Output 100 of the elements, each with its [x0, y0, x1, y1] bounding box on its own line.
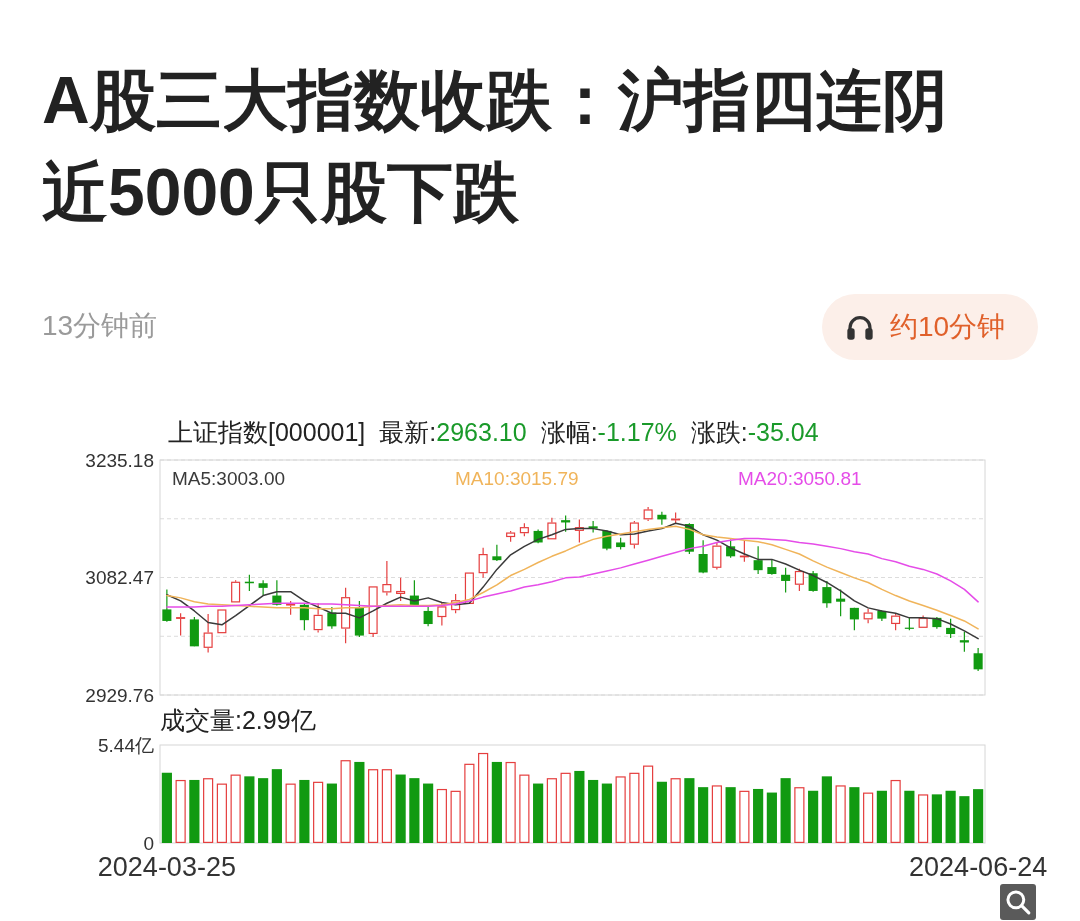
- bar: [945, 790, 956, 843]
- bar: [904, 790, 915, 843]
- candlestick: [478, 547, 488, 579]
- bar: [643, 765, 654, 843]
- bar: [519, 774, 530, 843]
- bar: [216, 783, 227, 843]
- bar: [931, 794, 942, 843]
- bar: [808, 790, 819, 843]
- bar: [450, 790, 461, 843]
- candlestick: [368, 586, 378, 638]
- candlestick: [973, 647, 983, 672]
- candlestick: [946, 618, 956, 639]
- candlestick: [698, 539, 708, 574]
- candlestick: [162, 588, 172, 623]
- text: 约10分钟: [890, 310, 1006, 344]
- candlestick: [258, 579, 268, 597]
- bar: [821, 776, 832, 843]
- text: MA5:3003.00: [172, 467, 286, 489]
- bar: [753, 788, 764, 843]
- bar: [436, 788, 447, 843]
- bar: [478, 752, 489, 843]
- bar: [505, 761, 516, 843]
- bar: [615, 776, 626, 843]
- x-tick-label: 2024-06-24: [909, 852, 1048, 882]
- candlestick: [423, 606, 433, 627]
- chart-title: A股三大指数收跌：沪指四连阴近5000只股下跌: [42, 62, 949, 231]
- bar: [629, 772, 640, 843]
- candlestick: [753, 545, 763, 575]
- bar: [464, 763, 475, 843]
- candlestick: [327, 606, 337, 630]
- y-tick-label: 5.44亿: [98, 734, 154, 756]
- bar: [533, 783, 544, 843]
- bar: [588, 779, 599, 843]
- bar: [326, 783, 337, 843]
- bar: [890, 779, 901, 843]
- bar: [244, 776, 255, 843]
- text: MA20:3050.81: [738, 467, 862, 489]
- candlestick: [492, 544, 502, 562]
- chart-subtitle: 上证指数[000001]: [168, 417, 366, 446]
- candlestick: [547, 517, 557, 540]
- bar: [299, 779, 310, 843]
- bar: [409, 778, 420, 843]
- bar: [189, 779, 200, 843]
- bar: [835, 785, 846, 843]
- bar: [546, 778, 557, 843]
- candlestick: [313, 602, 323, 634]
- bar: [739, 790, 750, 843]
- bar: [491, 761, 502, 843]
- candlestick: [231, 579, 241, 603]
- y-tick-label: 3082.47: [85, 567, 154, 588]
- text: MA10:3015.79: [455, 467, 579, 489]
- bar: [973, 789, 984, 843]
- bar: [711, 785, 722, 843]
- bar: [780, 778, 791, 843]
- bar: [601, 783, 612, 843]
- bar: [285, 783, 296, 843]
- bar: [271, 769, 282, 843]
- bar: [698, 787, 709, 843]
- bar: [340, 760, 351, 843]
- bar: [574, 770, 585, 843]
- text: 最新:2963.10: [379, 417, 527, 446]
- bar: [959, 796, 970, 843]
- candlestick: [217, 609, 227, 634]
- candlestick: [781, 567, 791, 594]
- bar: [368, 769, 379, 843]
- candlestick: [203, 613, 213, 654]
- bar: [381, 769, 392, 843]
- bar: [656, 781, 667, 843]
- candlestick: [836, 588, 846, 617]
- bar: [161, 772, 172, 843]
- bar: [258, 778, 269, 843]
- bar: [203, 778, 214, 843]
- text: 涨幅:-1.17%: [540, 417, 677, 446]
- bar: [918, 794, 929, 843]
- bar: [863, 792, 874, 843]
- text: 13分钟前: [42, 309, 158, 344]
- bar: [794, 787, 805, 843]
- bar: [849, 787, 860, 843]
- candlestick: [863, 608, 873, 624]
- bar: [423, 783, 434, 843]
- bar: [876, 790, 887, 843]
- candlestick: [382, 560, 392, 597]
- candlestick: [822, 580, 832, 609]
- text: 涨跌:-35.04: [690, 417, 819, 446]
- bar: [684, 778, 695, 843]
- bar: [766, 792, 777, 843]
- x-tick-label: 2024-03-25: [97, 852, 236, 882]
- bar: [395, 774, 406, 843]
- bar: [313, 781, 324, 843]
- bar: [670, 778, 681, 843]
- bar: [560, 772, 571, 843]
- candlestick: [712, 541, 722, 570]
- bar: [175, 779, 186, 843]
- bar: [725, 787, 736, 843]
- y-tick-label: 3235.18: [85, 449, 154, 471]
- chart-title: 成交量:2.99亿: [160, 704, 316, 736]
- bar: [230, 774, 241, 843]
- bar: [354, 761, 365, 843]
- candlestick: [643, 506, 653, 522]
- y-tick-label: 2929.76: [85, 684, 154, 706]
